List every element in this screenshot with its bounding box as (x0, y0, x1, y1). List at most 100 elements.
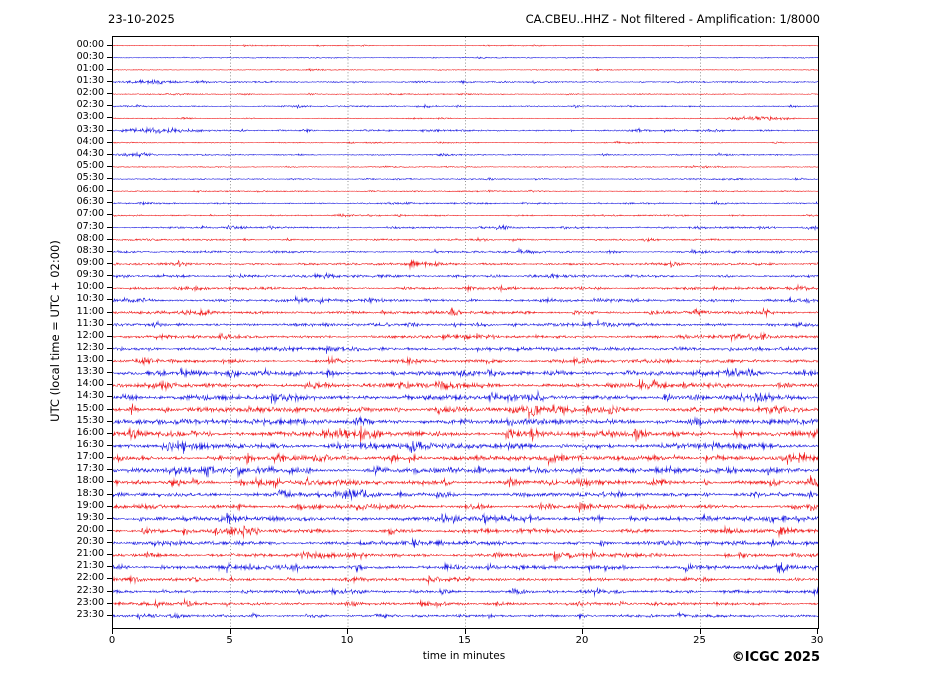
y-tick-mark (107, 493, 112, 495)
x-tick-label: 20 (575, 635, 589, 646)
y-tick-mark (107, 226, 112, 228)
y-tick-mark (107, 238, 112, 240)
y-tick-mark (107, 287, 112, 289)
y-tick-label: 17:30 (76, 463, 104, 475)
y-tick-label: 14:30 (76, 390, 104, 402)
y-tick-mark (107, 153, 112, 155)
y-tick-label: 02:00 (76, 87, 104, 99)
y-tick-mark (107, 432, 112, 434)
y-tick-label: 13:30 (76, 366, 104, 378)
y-tick-label: 22:30 (76, 584, 104, 596)
y-tick-label: 18:00 (76, 475, 104, 487)
y-tick-label: 16:00 (76, 426, 104, 438)
y-tick-mark (107, 335, 112, 337)
y-tick-mark (107, 529, 112, 531)
y-tick-label: 02:30 (76, 99, 104, 111)
y-tick-mark (107, 445, 112, 447)
y-tick-label: 10:30 (76, 293, 104, 305)
y-tick-mark (107, 263, 112, 264)
x-tick-mark (229, 629, 231, 634)
y-tick-mark (107, 505, 112, 507)
date-title: 23-10-2025 (108, 12, 175, 26)
x-tick-mark (347, 629, 348, 634)
y-tick-label: 23:00 (76, 596, 104, 608)
y-tick-mark (107, 129, 112, 131)
x-tick-mark (464, 629, 466, 634)
x-axis-label: time in minutes (422, 650, 506, 662)
y-tick-label: 14:00 (76, 378, 104, 390)
x-tick-label: 30 (810, 635, 824, 646)
y-tick-label: 19:30 (76, 511, 104, 523)
y-tick-mark (107, 517, 112, 519)
y-tick-mark (107, 190, 112, 192)
y-tick-mark (107, 590, 112, 592)
y-tick-mark (107, 250, 112, 252)
y-tick-mark (107, 602, 112, 604)
y-tick-label: 12:00 (76, 329, 104, 341)
y-tick-mark (107, 165, 112, 167)
y-tick-label: 03:00 (76, 111, 104, 123)
y-tick-label: 05:00 (76, 159, 104, 171)
y-tick-label: 16:30 (76, 439, 104, 451)
y-tick-label: 00:00 (76, 38, 104, 50)
y-tick-mark (107, 614, 112, 616)
y-tick-label: 09:00 (76, 257, 104, 268)
x-tick-mark (112, 629, 113, 634)
y-tick-mark (107, 93, 112, 95)
y-tick-label: 12:30 (76, 341, 104, 353)
y-tick-mark (107, 81, 112, 82)
x-tick-mark (582, 629, 583, 634)
x-tick-mark (699, 629, 701, 634)
station-title: CA.CBEU..HHZ - Not filtered - Amplificat… (525, 12, 820, 26)
x-tick-label: 10 (340, 635, 354, 646)
y-tick-mark (107, 457, 112, 459)
y-tick-mark (107, 56, 112, 58)
x-tick-label: 25 (693, 635, 706, 646)
y-tick-label: 23:30 (76, 608, 104, 620)
y-tick-mark (107, 384, 112, 386)
y-tick-mark (107, 299, 112, 301)
y-tick-mark (107, 214, 112, 216)
y-tick-mark (107, 105, 112, 107)
y-tick-mark (107, 542, 112, 544)
y-tick-mark (107, 420, 112, 422)
y-tick-label: 19:00 (76, 499, 104, 511)
seismogram-trace-canvas (113, 37, 818, 628)
y-tick-label: 08:00 (76, 232, 104, 244)
y-tick-mark (107, 178, 112, 180)
y-tick-label: 20:00 (76, 523, 104, 535)
y-tick-label: 06:30 (76, 196, 104, 208)
y-tick-label: 20:30 (76, 536, 104, 548)
y-tick-label: 11:00 (76, 305, 104, 317)
y-tick-label: 00:30 (76, 50, 104, 62)
y-tick-label: 01:30 (76, 75, 104, 86)
y-tick-mark (107, 44, 112, 46)
y-tick-mark (107, 396, 112, 398)
y-tick-label: 08:30 (76, 244, 104, 256)
y-tick-mark (107, 481, 112, 483)
helicorder-plot-frame (112, 36, 819, 629)
y-tick-label: 18:30 (76, 487, 104, 499)
y-tick-label: 22:00 (76, 572, 104, 584)
y-tick-label: 07:30 (76, 220, 104, 232)
y-tick-mark (107, 347, 112, 349)
y-tick-label: 07:00 (76, 208, 104, 220)
y-tick-mark (107, 372, 112, 374)
y-tick-label: 17:00 (76, 451, 104, 463)
y-tick-label: 15:30 (76, 414, 104, 426)
y-tick-label: 13:00 (76, 354, 104, 366)
y-tick-label: 21:30 (76, 560, 104, 572)
y-tick-label: 06:00 (76, 184, 104, 196)
x-tick-mark (817, 629, 818, 634)
y-tick-mark (107, 578, 112, 580)
y-tick-mark (107, 360, 112, 362)
x-tick-label: 15 (458, 635, 471, 646)
y-tick-mark (107, 141, 112, 143)
y-tick-mark (107, 408, 112, 410)
y-tick-label: 01:00 (76, 62, 104, 74)
y-tick-label: 04:30 (76, 147, 104, 159)
x-tick-label: 0 (108, 635, 116, 646)
y-tick-label: 11:30 (76, 317, 104, 329)
y-tick-mark (107, 117, 112, 119)
